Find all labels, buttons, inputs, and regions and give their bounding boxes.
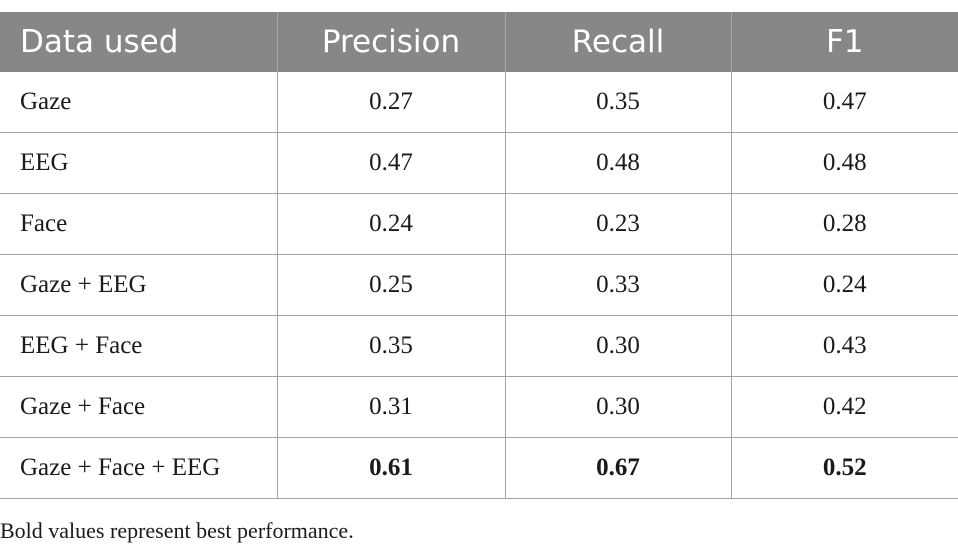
table-row: EEG + Face 0.35 0.30 0.43 bbox=[0, 315, 958, 377]
table-row-best: Gaze + Face + EEG 0.61 0.67 0.52 bbox=[0, 437, 958, 499]
cell-f1: 0.47 bbox=[731, 72, 958, 133]
cell-data-used: Gaze + Face bbox=[0, 376, 278, 438]
cell-f1: 0.42 bbox=[731, 376, 958, 438]
cell-f1: 0.48 bbox=[731, 132, 958, 194]
cell-precision: 0.25 bbox=[277, 254, 506, 316]
table-row: Face 0.24 0.23 0.28 bbox=[0, 193, 958, 255]
results-table-container: Data used Precision Recall F1 Gaze 0.27 … bbox=[0, 12, 958, 499]
cell-f1: 0.24 bbox=[731, 254, 958, 316]
cell-f1: 0.43 bbox=[731, 315, 958, 377]
cell-precision: 0.24 bbox=[277, 193, 506, 255]
cell-f1-best: 0.52 bbox=[731, 437, 958, 499]
cell-recall: 0.48 bbox=[505, 132, 732, 194]
cell-data-used: Gaze + EEG bbox=[0, 254, 278, 316]
table-header-row: Data used Precision Recall F1 bbox=[0, 12, 958, 72]
table-footnote: Bold values represent best performance. bbox=[0, 518, 354, 543]
table-row: EEG 0.47 0.48 0.48 bbox=[0, 132, 958, 194]
table-row: Gaze 0.27 0.35 0.47 bbox=[0, 72, 958, 133]
cell-data-used: Gaze + Face + EEG bbox=[0, 437, 278, 499]
header-precision: Precision bbox=[277, 12, 506, 72]
cell-precision: 0.31 bbox=[277, 376, 506, 438]
cell-f1: 0.28 bbox=[731, 193, 958, 255]
cell-precision: 0.47 bbox=[277, 132, 506, 194]
cell-precision-best: 0.61 bbox=[277, 437, 506, 499]
cell-data-used: Gaze bbox=[0, 72, 278, 133]
cell-recall: 0.30 bbox=[505, 315, 732, 377]
table-row: Gaze + EEG 0.25 0.33 0.24 bbox=[0, 254, 958, 316]
header-recall: Recall bbox=[505, 12, 732, 72]
cell-data-used: Face bbox=[0, 193, 278, 255]
results-table: Data used Precision Recall F1 Gaze 0.27 … bbox=[0, 12, 958, 499]
cell-recall: 0.33 bbox=[505, 254, 732, 316]
cell-recall: 0.35 bbox=[505, 72, 732, 133]
cell-data-used: EEG bbox=[0, 132, 278, 194]
cell-data-used: EEG + Face bbox=[0, 315, 278, 377]
header-data-used: Data used bbox=[0, 12, 278, 72]
cell-recall-best: 0.67 bbox=[505, 437, 732, 499]
header-f1: F1 bbox=[731, 12, 958, 72]
cell-recall: 0.30 bbox=[505, 376, 732, 438]
cell-precision: 0.35 bbox=[277, 315, 506, 377]
cell-precision: 0.27 bbox=[277, 72, 506, 133]
cell-recall: 0.23 bbox=[505, 193, 732, 255]
table-row: Gaze + Face 0.31 0.30 0.42 bbox=[0, 376, 958, 438]
